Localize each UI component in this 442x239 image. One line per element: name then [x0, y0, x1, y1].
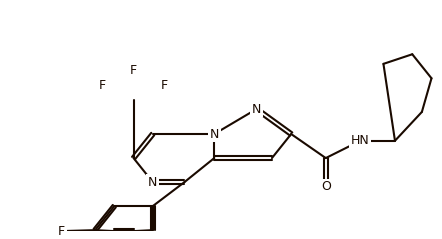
Text: N: N [148, 176, 157, 189]
Text: F: F [58, 225, 65, 238]
Text: O: O [321, 180, 331, 193]
Text: N: N [252, 103, 261, 115]
Text: F: F [99, 80, 107, 92]
Text: F: F [58, 225, 65, 238]
Text: F: F [161, 80, 168, 92]
Text: N: N [210, 128, 219, 141]
Text: HN: HN [351, 134, 370, 147]
Text: F: F [130, 64, 137, 77]
